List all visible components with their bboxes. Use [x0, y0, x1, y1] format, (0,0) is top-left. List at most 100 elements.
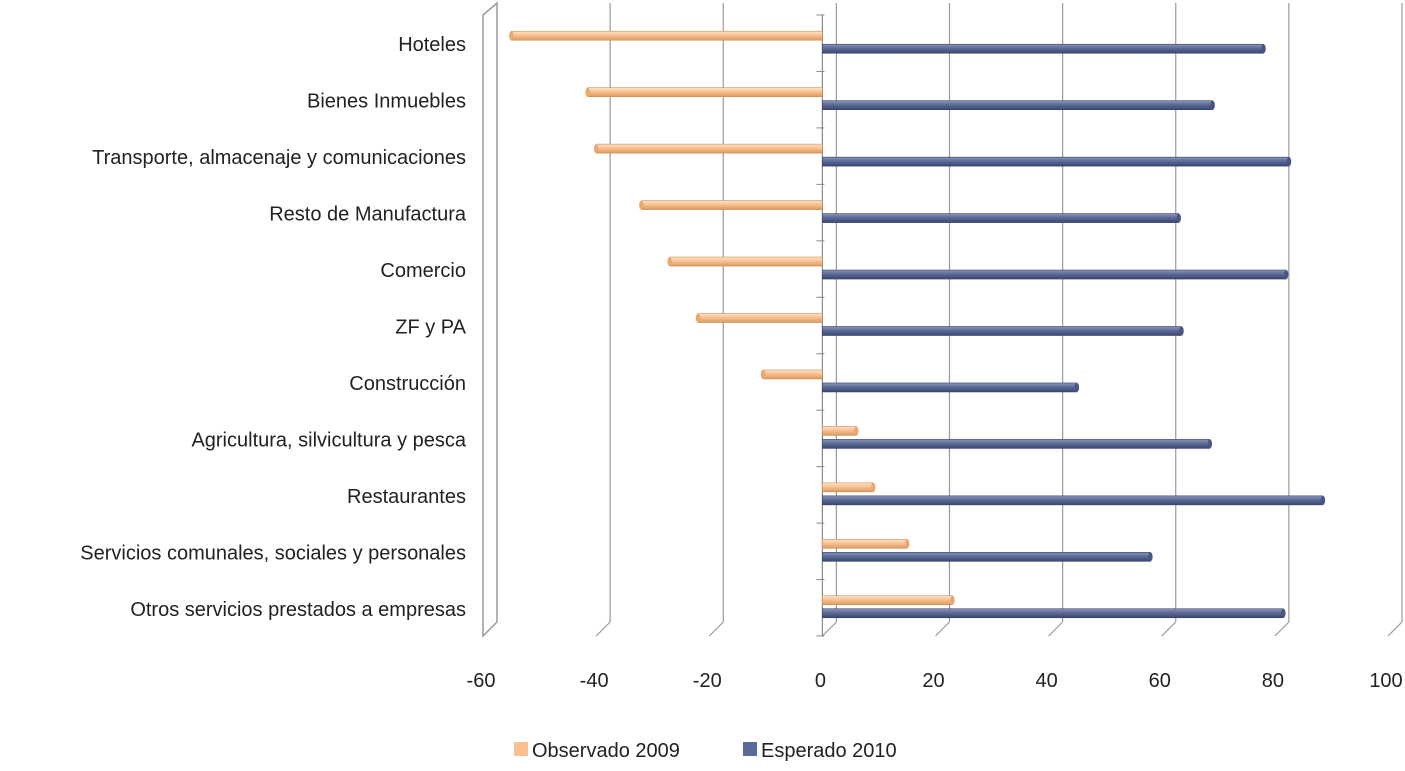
category-label: Bienes Inmuebles	[307, 91, 466, 113]
bar-body	[669, 256, 823, 267]
bar-cap	[1176, 213, 1181, 223]
bar-observado-2009	[593, 143, 823, 154]
bar-body	[822, 100, 1213, 110]
category-label: Transporte, almacenaje y comunicaciones	[92, 147, 466, 169]
category-label: Hoteles	[398, 34, 466, 56]
legend-item: Esperado 2010	[743, 740, 897, 762]
bar-cap	[1210, 100, 1215, 110]
legend-label: Observado 2009	[532, 740, 680, 762]
gridline-floor	[935, 621, 950, 637]
bar-observado-2009	[822, 539, 910, 549]
bar-body	[822, 552, 1151, 562]
bar-body	[822, 482, 874, 493]
bars	[509, 30, 1326, 619]
bar-body	[822, 608, 1284, 619]
bar-observado-2009	[695, 313, 823, 323]
bar-cap	[1283, 270, 1289, 280]
bar-cap	[1074, 382, 1080, 392]
gridlines	[482, 1, 1403, 638]
bar-cap	[1261, 44, 1266, 54]
category-label: Resto de Manufactura	[269, 204, 467, 226]
category-label: Agricultura, silvicultura y pesca	[191, 429, 466, 451]
bar-body	[822, 326, 1182, 336]
x-tick-label: 80	[1262, 670, 1284, 692]
bar-cap	[1207, 439, 1213, 449]
bar-cap	[667, 257, 672, 267]
bar-body	[822, 156, 1290, 167]
bar-body	[822, 495, 1324, 506]
bar-body	[822, 426, 857, 436]
category-label: Construcción	[349, 373, 466, 395]
bar-observado-2009	[822, 595, 955, 606]
x-tick-label: -40	[580, 670, 609, 692]
bar-esperado-2010	[822, 213, 1181, 223]
bar-cap	[950, 595, 955, 605]
bar-body	[587, 87, 823, 97]
bar-observado-2009	[509, 30, 823, 41]
bar-cap	[905, 539, 910, 549]
bar-body	[822, 269, 1287, 280]
legend-item: Observado 2009	[514, 740, 680, 762]
bar-observado-2009	[639, 200, 823, 210]
left-wall	[482, 1, 498, 638]
bar-observado-2009	[585, 87, 823, 97]
bar-cap	[1179, 326, 1184, 336]
category-labels: Hoteles Bienes Inmuebles Transporte, almac…	[80, 34, 467, 621]
x-tick-labels: -60 -40 -20 0 20 40 60 80 100	[467, 670, 1403, 692]
category-label: Comercio	[380, 260, 466, 282]
bar-body	[641, 200, 823, 210]
bar-esperado-2010	[822, 100, 1215, 110]
category-label: Restaurantes	[347, 486, 466, 508]
bar-body	[822, 382, 1078, 393]
bar-body	[822, 439, 1211, 449]
gridline-floor	[1161, 621, 1177, 637]
bar-body	[822, 213, 1180, 223]
bar-esperado-2010	[822, 552, 1153, 562]
bar-esperado-2010	[822, 326, 1184, 336]
bar-cap	[854, 426, 859, 436]
bar-cap	[1148, 552, 1153, 562]
bar-observado-2009	[822, 482, 876, 493]
gridline-floor	[1048, 621, 1064, 637]
gridline-floor	[595, 621, 611, 637]
bar-esperado-2010	[822, 439, 1213, 449]
x-tick-label: 100	[1369, 670, 1402, 692]
gridline-floor	[821, 621, 837, 637]
bar-cap	[1281, 608, 1286, 618]
bar-esperado-2010	[822, 495, 1326, 506]
bar-cap	[509, 31, 514, 41]
x-tick-label: -20	[693, 670, 722, 692]
bar-esperado-2010	[822, 43, 1266, 54]
category-label: Servicios comunales, sociales y personal…	[80, 542, 466, 564]
x-tick-label: 40	[1036, 670, 1058, 692]
x-tick-label: 60	[1149, 670, 1171, 692]
x-tick-label: 0	[815, 670, 826, 692]
gridline-floor	[1274, 621, 1290, 637]
bar-cap	[585, 87, 590, 97]
category-label: Otros servicios prestados a empresas	[130, 599, 466, 621]
bar-observado-2009	[667, 256, 823, 267]
bar-cap	[593, 144, 599, 154]
bar-esperado-2010	[822, 382, 1080, 393]
bar-body	[697, 313, 823, 323]
bar-cap	[695, 313, 701, 323]
bar-body	[822, 43, 1264, 54]
bar-body	[510, 30, 823, 41]
x-tick-label: 20	[922, 670, 944, 692]
bar-observado-2009	[760, 369, 823, 380]
bar-cap	[1286, 157, 1292, 167]
bar-cap	[760, 369, 766, 379]
bar-cap	[1320, 495, 1326, 505]
legend-swatch	[514, 742, 528, 756]
legend: Observado 2009 Esperado 2010	[514, 740, 897, 762]
bar-cap	[871, 482, 876, 492]
bar-esperado-2010	[822, 156, 1292, 167]
bar-body	[822, 595, 953, 606]
legend-swatch	[743, 742, 757, 756]
bar-body	[822, 539, 908, 549]
bar-esperado-2010	[822, 269, 1289, 280]
x-tick-label: -60	[467, 670, 496, 692]
category-label: ZF y PA	[395, 317, 466, 339]
